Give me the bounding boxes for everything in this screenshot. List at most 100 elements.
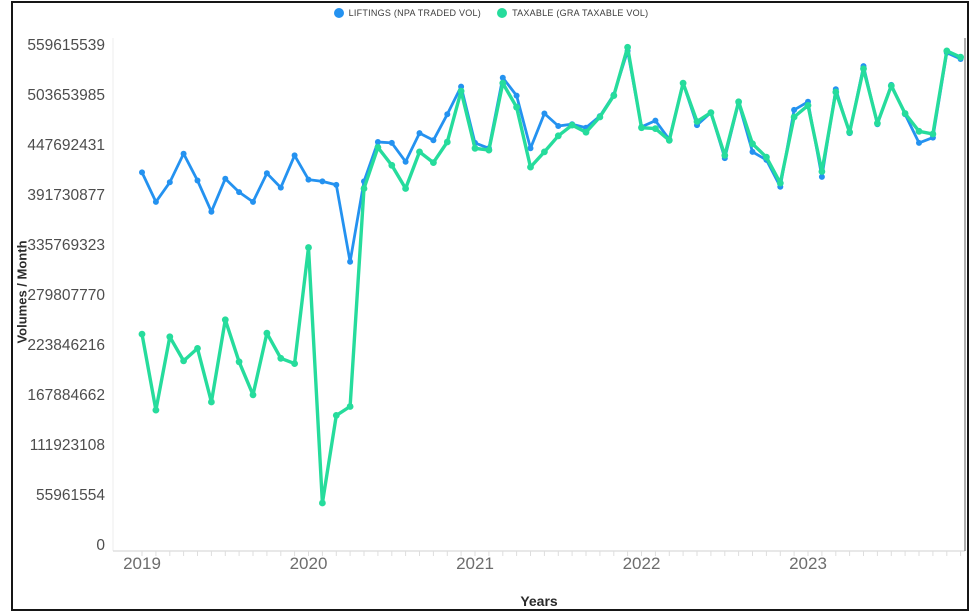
data-point-taxable — [568, 121, 576, 129]
data-point-liftings — [291, 152, 298, 159]
data-point-taxable — [319, 499, 326, 507]
data-point-taxable — [929, 130, 937, 138]
legend-label-liftings: LIFTINGS (NPA TRADED VOL) — [348, 8, 482, 18]
data-point-taxable — [707, 109, 715, 116]
data-point-liftings — [250, 198, 256, 205]
series-line-liftings — [140, 49, 962, 264]
data-point-liftings — [139, 169, 145, 176]
data-point-taxable — [638, 124, 645, 132]
data-point-liftings — [152, 198, 159, 205]
data-point-taxable — [624, 43, 631, 51]
data-point-taxable — [582, 128, 590, 136]
data-point-liftings — [527, 145, 534, 152]
y-tick-label: 503653985 — [27, 87, 105, 104]
data-point-liftings — [166, 179, 173, 186]
data-point-taxable — [221, 316, 229, 324]
data-point-liftings — [347, 258, 354, 265]
data-point-liftings — [208, 208, 215, 215]
data-point-taxable — [665, 136, 673, 144]
data-point-taxable — [818, 168, 826, 175]
data-point-taxable — [943, 47, 951, 55]
data-point-liftings — [430, 137, 437, 144]
data-point-taxable — [554, 132, 562, 140]
data-point-taxable — [374, 144, 382, 151]
data-point-liftings — [416, 130, 423, 137]
data-point-taxable — [860, 65, 867, 73]
legend-item-taxable[interactable]: TAXABLE (GRA TAXABLE VOL) — [497, 8, 648, 18]
data-point-taxable — [138, 330, 146, 338]
data-point-taxable — [721, 152, 729, 159]
x-tick-label: 2019 — [123, 554, 161, 573]
data-point-liftings — [319, 178, 326, 185]
legend-item-liftings[interactable]: LIFTINGS (NPA TRADED VOL) — [333, 8, 482, 18]
data-point-taxable — [180, 357, 188, 365]
data-point-liftings — [541, 110, 548, 117]
data-point-taxable — [915, 127, 923, 135]
data-point-taxable — [360, 185, 368, 192]
data-point-taxable — [194, 345, 201, 352]
x-tick-label: 2021 — [456, 554, 494, 573]
y-tick-label: 0 — [96, 537, 105, 554]
data-point-liftings — [916, 139, 922, 146]
data-point-liftings — [444, 111, 451, 118]
data-point-liftings — [791, 106, 798, 113]
data-point-taxable — [305, 244, 312, 251]
data-point-taxable — [513, 103, 520, 111]
data-point-liftings — [749, 148, 756, 155]
data-point-taxable — [249, 391, 257, 399]
data-point-liftings — [513, 92, 520, 99]
data-point-taxable — [749, 140, 756, 148]
data-point-taxable — [485, 146, 493, 154]
data-point-taxable — [235, 358, 243, 366]
data-point-liftings — [402, 158, 409, 165]
data-point-liftings — [499, 74, 506, 81]
data-point-taxable — [693, 118, 701, 125]
data-point-taxable — [541, 148, 548, 156]
y-tick-label: 223846216 — [27, 337, 105, 354]
data-point-liftings — [555, 123, 562, 129]
y-axis-title: Volumes / Month — [14, 240, 30, 344]
data-point-taxable — [776, 179, 784, 187]
data-point-liftings — [277, 184, 284, 191]
data-point-taxable — [957, 53, 964, 61]
data-point-liftings — [194, 177, 201, 184]
data-point-liftings — [222, 175, 229, 182]
y-tick-label: 447692431 — [27, 137, 105, 154]
series-line-taxable — [140, 45, 963, 505]
legend-dot-taxable-icon — [497, 8, 508, 18]
data-point-taxable — [152, 406, 160, 414]
data-point-taxable — [457, 87, 465, 95]
data-point-liftings — [305, 176, 312, 183]
y-tick-label: 111923108 — [30, 437, 105, 454]
data-point-taxable — [610, 92, 618, 99]
y-tick-label: 55961554 — [36, 487, 105, 504]
legend-dot-liftings-icon — [333, 8, 344, 18]
data-point-taxable — [874, 119, 881, 127]
data-point-taxable — [832, 88, 840, 96]
legend: LIFTINGS (NPA TRADED VOL) TAXABLE (GRA T… — [11, 8, 971, 18]
data-point-taxable — [790, 113, 798, 121]
data-point-taxable — [402, 185, 409, 192]
x-tick-label: 2020 — [290, 554, 328, 573]
data-point-taxable — [679, 79, 687, 87]
data-point-liftings — [374, 139, 381, 145]
data-point-taxable — [416, 148, 423, 156]
y-tick-label: 391730877 — [27, 187, 105, 204]
data-point-taxable — [471, 144, 479, 152]
y-tick-label: 167884662 — [27, 387, 105, 404]
data-point-taxable — [263, 329, 271, 337]
data-point-taxable — [846, 128, 853, 136]
data-point-taxable — [652, 125, 659, 132]
data-point-taxable — [901, 110, 909, 117]
x-tick-label: 2023 — [789, 554, 827, 573]
data-point-taxable — [430, 159, 437, 167]
y-tick-label: 279807770 — [27, 287, 105, 304]
data-point-liftings — [818, 173, 825, 180]
data-point-taxable — [527, 163, 534, 171]
data-point-taxable — [291, 360, 298, 367]
data-point-liftings — [180, 150, 187, 157]
x-axis-title: Years — [520, 593, 558, 609]
data-point-taxable — [332, 412, 340, 419]
